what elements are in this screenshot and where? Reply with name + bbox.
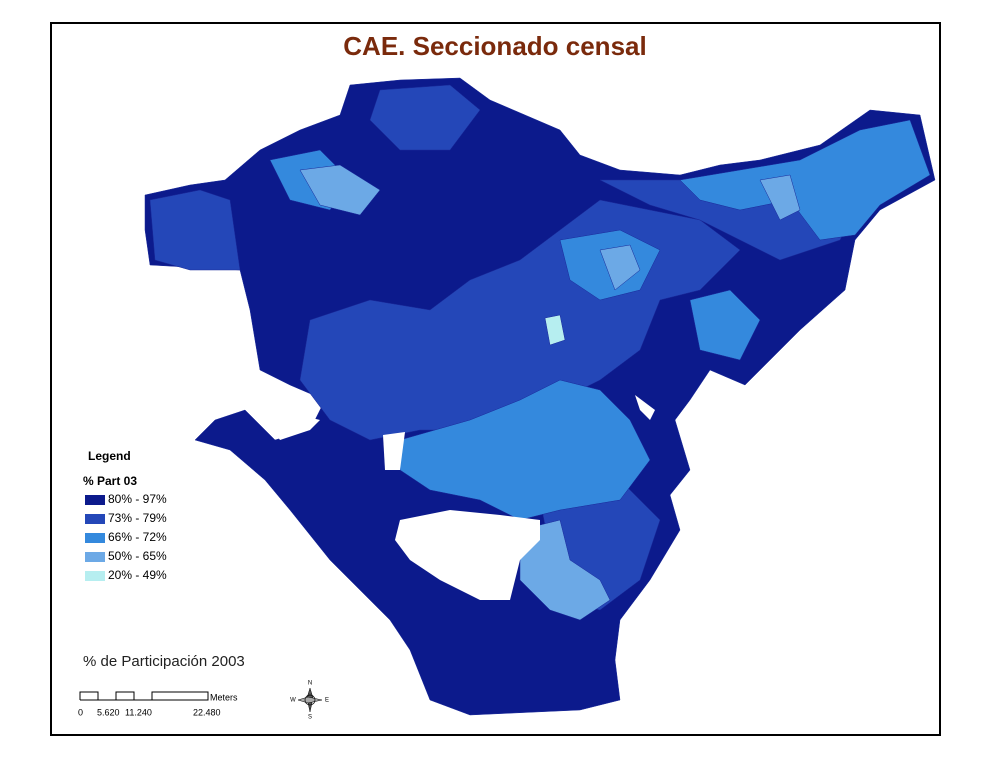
compass-w: W [290,698,296,704]
region [399,379,651,521]
legend-label: 73% - 79% [108,511,167,525]
legend-label: 66% - 72% [108,530,167,544]
enclave [265,415,320,440]
region [759,174,801,221]
legend-swatch [85,533,105,543]
scale-unit: Meters [210,692,238,702]
region [149,189,241,271]
scale-bar: Meters 0 5.620 11.240 22.480 [78,691,238,717]
legend-heading: Legend [88,449,131,463]
legend-swatch [85,495,105,505]
compass-n: N [308,681,312,687]
legend-label: 50% - 65% [108,549,167,563]
enclave [383,432,405,470]
legend-label: 20% - 49% [108,568,167,582]
region [544,314,566,346]
region [519,519,611,621]
scale-label: 11.240 [125,707,152,717]
legend-swatch [85,514,105,524]
region [599,244,641,291]
compass-s: S [308,715,312,721]
compass: N S E W [290,681,329,721]
scale-label: 0 [78,707,83,717]
region [679,119,931,241]
region [369,84,481,151]
enclave [635,395,655,420]
legend: 80% - 97% 73% - 79% 66% - 72% 50% - 65% 20% … [85,492,167,582]
compass-e: E [325,698,329,704]
legend-swatch [85,552,105,562]
legend-label: 80% - 97% [108,492,167,506]
map [144,77,936,716]
region [299,164,381,216]
map-title: CAE. Seccionado censal [343,31,646,61]
region [689,289,761,361]
caption: % de Participación 2003 [83,653,245,670]
enclave [395,510,540,600]
legend-swatch [85,571,105,581]
legend-field: % Part 03 [83,474,137,488]
scale-label: 5.620 [97,707,120,717]
scale-label: 22.480 [193,707,221,717]
